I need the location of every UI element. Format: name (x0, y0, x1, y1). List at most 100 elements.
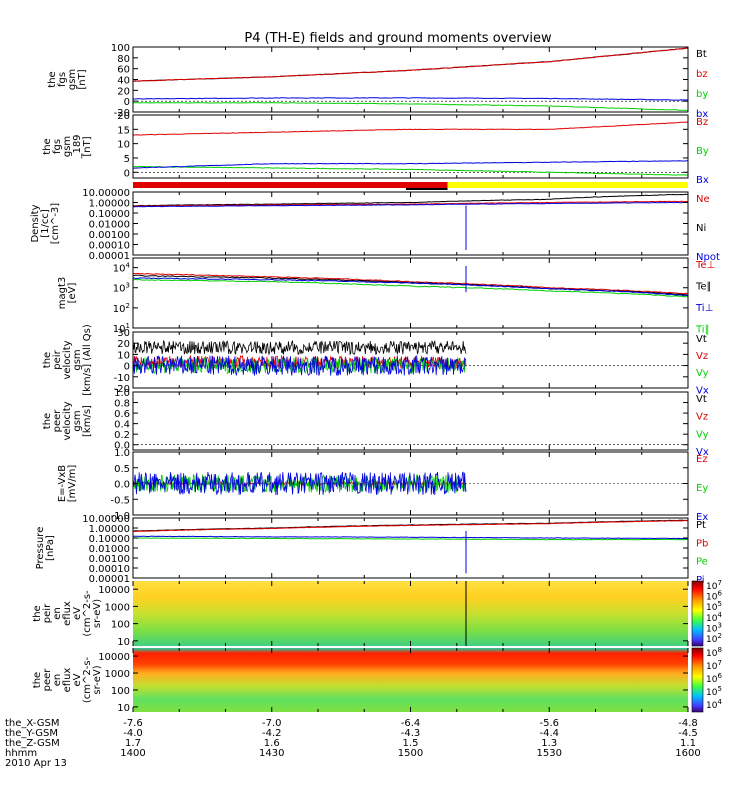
panel-pressure: PtPbPePi10.000001.000000.100000.010000.0… (35, 514, 708, 586)
ytick-label-fgs_gsm: 20 (117, 86, 130, 97)
spectrogram-peir_spec (133, 581, 688, 646)
legend-peir_velocity-Vy: Vy (696, 368, 709, 379)
ylabel-peir_spec: en (52, 607, 63, 620)
xaxis-row-label: the_Y-GSM (5, 728, 58, 739)
series-pressure-Pi (133, 535, 689, 540)
flag-yellow (447, 182, 688, 188)
legend-density-Ni: Ni (696, 223, 706, 234)
ytick-label-density: 0.00010 (89, 241, 130, 252)
ylabel-peir_spec: eflux (62, 601, 73, 626)
xaxis-value: -7.0 (262, 718, 282, 729)
ylabel-peir_spec: sr-eV) (92, 599, 103, 628)
ytick-label-fgs_gsm: 60 (117, 65, 130, 76)
xaxis-value: 1.1 (680, 738, 696, 749)
ytick-label-pressure: 1.00000 (89, 524, 130, 535)
legend-e_field-Ex: Ex (696, 512, 708, 523)
ytick-label-e_field: 0.5 (114, 464, 130, 475)
legend-fgs_gsm-bx: bx (696, 109, 708, 120)
series-pressure-Pb (132, 519, 689, 533)
xaxis-value: 1400 (120, 748, 145, 759)
series-fgs_gsm-bx (133, 97, 689, 101)
legend-density-Ne: Ne (696, 194, 710, 205)
series-temperature-Ti∥ (132, 278, 689, 298)
ylabel-fgs_gsm: fgs (57, 72, 68, 87)
xaxis-value: 1530 (537, 748, 562, 759)
ylabel-peir_velocity: the (42, 352, 53, 368)
ylabel-peir_velocity: [km/s] (All Qs) (82, 324, 93, 396)
xaxis-value: 1430 (259, 748, 284, 759)
ytick-label-fgs_gsm_189: 0 (124, 168, 130, 179)
ytick-label-e_field: 1.0 (114, 448, 130, 459)
ylabel-temperature: [eV] (67, 283, 78, 304)
colorbar-label: 108 (706, 646, 722, 659)
ytick-label-fgs_gsm_189: 20 (117, 111, 130, 122)
legend-temperature-Ti∥: Ti∥ (695, 325, 710, 336)
ylabel-peir_velocity: peir (52, 349, 63, 369)
ylabel-fgs_gsm: the (47, 71, 58, 87)
xaxis-value: -6.4 (401, 718, 421, 729)
ytick-label-peir_velocity: -10 (114, 373, 130, 384)
series-peir_velocity-Vt (132, 339, 467, 356)
xaxis-value: 1500 (398, 748, 423, 759)
legend-fgs_gsm-Bt: Bt (696, 49, 707, 60)
ytick-label-peir_velocity: 30 (117, 328, 130, 339)
ylabel-fgs_gsm_189: the (42, 138, 53, 154)
ytick-label-density: 1.00000 (89, 199, 130, 210)
xaxis-row-label: the_Z-GSM (5, 738, 60, 749)
legend-temperature-Te∥: Te∥ (695, 282, 712, 293)
xaxis-value: -7.6 (123, 718, 143, 729)
ytick-label-peer_velocity: 0.4 (114, 420, 130, 431)
panel-e_field: Ez Ey Ex 1.0 0.5 0.0 -0.5 -1.0 E=-VxB [mV/m] (57, 448, 708, 523)
series-pressure-Pe (132, 537, 689, 541)
legend-fgs_gsm_189-By: By (696, 146, 709, 157)
colorbar-label: 107 (706, 659, 722, 672)
series-fgs_gsm_189-Bx (133, 160, 689, 169)
mode-flag-bar (133, 182, 688, 190)
ytick-label-pressure: 10.00000 (82, 514, 130, 525)
ylabel-fgs_gsm_189: fgs (52, 139, 63, 154)
ytick-label-pressure: 0.00100 (89, 554, 130, 565)
series-peir_velocity-Vy (132, 356, 467, 375)
ytick-label-fgs_gsm_189: 10 (117, 140, 130, 151)
legend-e_field-Ez: Ez (696, 454, 708, 465)
ylabel-peir_spec: peir (42, 603, 53, 623)
ytick-label-fgs_gsm: 0 (124, 97, 130, 108)
ytick-label-pressure: 0.00001 (89, 574, 130, 585)
ytick-label-fgs_gsm: 80 (117, 54, 130, 65)
xaxis-row-label: hhmm (5, 748, 37, 759)
legend-e_field-Ey: Ey (696, 483, 708, 494)
legend-peer_velocity-Vt: Vt (696, 394, 707, 405)
ylabel-fgs_gsm: gsm (67, 69, 78, 90)
series-peir_velocity-Vx (132, 355, 467, 376)
ytick-label-temperature: 104 (113, 262, 131, 275)
ylabel-density: [1/cc] (40, 209, 51, 238)
ytick-label-fgs_gsm: 40 (117, 76, 130, 87)
spectrogram-peer_spec (133, 648, 688, 712)
ytick-label-pressure: 0.01000 (89, 544, 130, 555)
legend-temperature-Te⊥: Te⊥ (695, 260, 715, 271)
ytick-label-temperature: 102 (113, 302, 130, 315)
ylabel-peir_spec: (cm^2-s- (82, 590, 93, 637)
ytick-label-peir_velocity: 20 (117, 339, 130, 350)
series-fgs_gsm_189-Bz (132, 121, 689, 136)
xaxis-value: -4.2 (262, 728, 282, 739)
colorbar-label: 104 (706, 698, 722, 711)
legend-peir_velocity-Vz: Vz (696, 351, 708, 362)
ylabel-peer_velocity: gsm (72, 410, 83, 431)
xaxis-value: 1600 (675, 748, 700, 759)
xaxis-value: -5.6 (539, 718, 559, 729)
ylabel-fgs_gsm_189: [nT] (82, 136, 93, 156)
x-axis-labels: the_X-GSM -7.6 -7.0 -6.4 -5.6 -4.8 the_Y-GSM -4… (5, 718, 701, 769)
ylabel-peer_spec: the (32, 672, 43, 688)
legend-peer_velocity-Vz: Vz (696, 412, 708, 423)
ytick-label-peir_velocity: 0 (124, 362, 130, 373)
series-e_field-Ex (132, 471, 467, 496)
plot-title: P4 (TH-E) fields and ground moments over… (244, 31, 552, 46)
ylabel-e_field: [mV/m] (67, 465, 78, 503)
xaxis-value: -4.3 (401, 728, 421, 739)
xaxis-value: -4.8 (678, 718, 698, 729)
ylabel-fgs_gsm: [nT] (77, 69, 88, 89)
